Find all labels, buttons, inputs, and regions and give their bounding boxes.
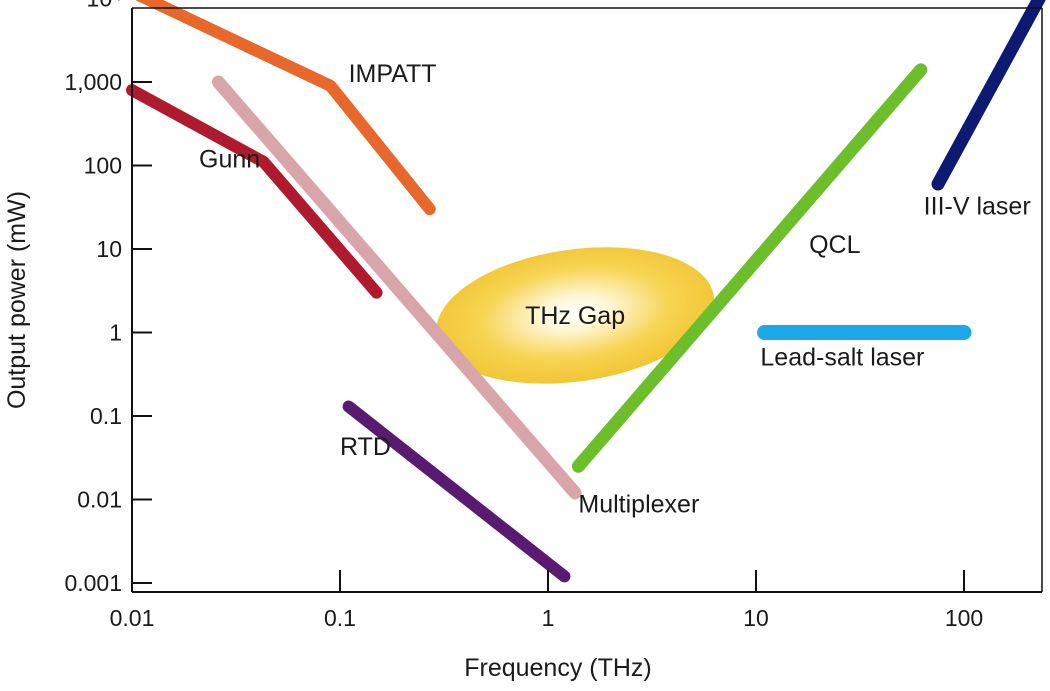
thz-gap-ellipse (436, 247, 715, 384)
y-tick-label: 1 (109, 320, 122, 346)
y-tick-label: 10 (96, 236, 122, 262)
y-tick-label: 0.01 (77, 487, 122, 513)
x-axis-label: Frequency (THz) (464, 654, 652, 682)
series-line-multiplexer (211, 75, 582, 500)
thz-gap-label: THz Gap (525, 302, 625, 330)
y-axis-ticks: 0.001 0.01 0.1 1 10 100 1,000 10⁴ (64, 0, 152, 596)
y-tick-label: 0.1 (90, 403, 122, 429)
x-tick-label: 1 (542, 605, 555, 631)
x-tick-label: 100 (945, 605, 983, 631)
y-tick-label: 1,000 (64, 69, 122, 95)
series-line-iii-v-laser (931, 0, 1046, 191)
plot-frame (131, 7, 1043, 593)
x-tick-label: 0.01 (110, 605, 155, 631)
y-tick-label: 10⁴ (87, 0, 122, 12)
thz-gap-region: THz Gap (436, 247, 715, 384)
y-tick-label: 0.001 (64, 570, 122, 596)
series-label-impatt: IMPATT (349, 60, 437, 88)
series-line-rtd (342, 400, 571, 583)
series-label-qcl: QCL (809, 231, 861, 259)
x-tick-label: 0.1 (324, 605, 356, 631)
y-axis-label: Output power (mW) (3, 191, 31, 409)
series-label-multiplexer: Multiplexer (578, 490, 699, 518)
series-label-gunn: Gunn (199, 145, 260, 173)
series-layer: IMPATT Gunn Multiplexer RTD QCL III-V laser Le… (126, 0, 1046, 583)
y-tick-label: 100 (84, 153, 122, 179)
series-line-qcl (571, 63, 928, 473)
series-label-lead-salt-laser: Lead-salt laser (760, 344, 924, 372)
x-tick-label: 10 (743, 605, 769, 631)
series-line-impatt (135, 0, 436, 216)
series-label-rtd: RTD (340, 433, 391, 461)
series-label-iii-v-laser: III-V laser (924, 192, 1031, 220)
x-axis-ticks: 0.01 0.1 1 10 100 (110, 570, 983, 631)
series-line-gunn (126, 84, 383, 299)
